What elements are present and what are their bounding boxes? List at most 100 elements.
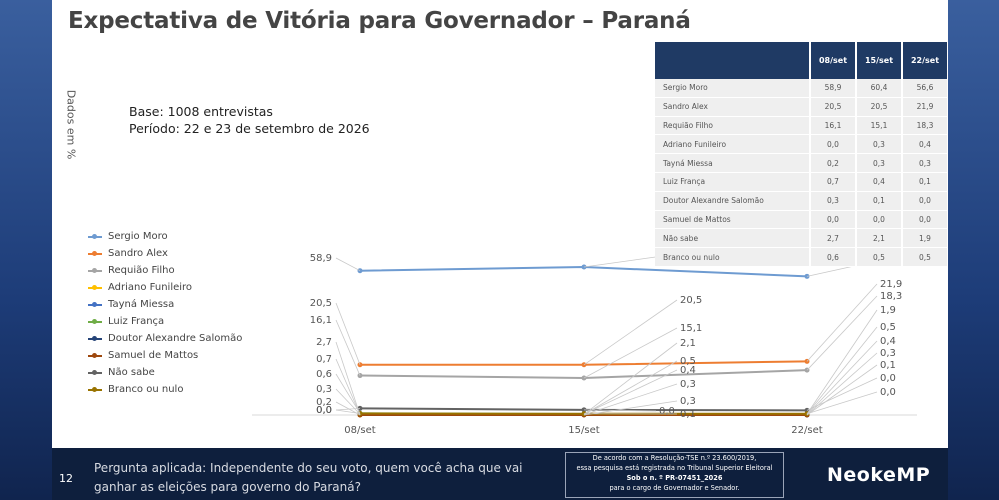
base-line: Base: 1008 entrevistas <box>129 104 273 119</box>
legend-label: Requião Filho <box>108 265 175 276</box>
data-label-leader <box>335 388 361 415</box>
data-label-leader <box>806 340 878 416</box>
legal-line: essa pesquisa está registrada no Tribuna… <box>576 464 773 472</box>
x-tick-label: 22/set <box>791 425 822 436</box>
legend-label: Doutor Alexandre Salomão <box>108 333 243 344</box>
table-row: Não sabe 2,7 2,1 1,9 <box>655 229 947 249</box>
legend-item: Não sabe <box>88 364 242 381</box>
data-label: 0,6 <box>316 369 332 380</box>
data-label: 0,7 <box>316 354 332 365</box>
table-row: Doutor Alexandre Salomão 0,3 0,1 0,0 <box>655 191 947 211</box>
table-cell-value: 20,5 <box>855 97 901 117</box>
table-cell-value: 16,1 <box>809 116 855 136</box>
data-label: 0,3 <box>316 384 332 395</box>
legend-item: Tayná Miessa <box>88 296 242 313</box>
legend-item: Samuel de Mattos <box>88 347 242 364</box>
table-cell-value: 0,4 <box>901 135 947 155</box>
background-right <box>947 0 999 500</box>
table-row: Adriano Funileiro 0,0 0,3 0,4 <box>655 135 947 155</box>
table-col-header: 15/set <box>855 42 901 79</box>
period-line: Período: 22 e 23 de setembro de 2026 <box>129 121 370 136</box>
data-label-leader <box>583 400 678 416</box>
table-cell-value: 58,9 <box>809 79 855 98</box>
table-cell-value: 60,4 <box>855 79 901 98</box>
legend-item: Doutor Alexandre Salomão <box>88 330 242 347</box>
data-label: 0,0 <box>316 405 332 416</box>
data-label: 0,5 <box>880 322 896 333</box>
table-cell-value: 0,1 <box>901 172 947 192</box>
legend-marker <box>88 335 102 341</box>
sample-info: Base: 1008 entrevistas Período: 22 e 23 … <box>129 103 370 137</box>
legal-line: para o cargo de Governador e Senador. <box>609 484 740 492</box>
data-label-leader <box>806 377 878 411</box>
table-col-header: 08/set <box>809 42 855 79</box>
legend-item: Sergio Moro <box>88 228 242 245</box>
data-label: 0,3 <box>680 396 696 407</box>
legend-item: Luiz França <box>88 313 242 330</box>
x-tick-label: 15/set <box>568 425 599 436</box>
line-chart: 08/set 15/set 22/set58,920,516,12,70,70,60… <box>252 249 917 436</box>
table-cell-value: 56,6 <box>901 79 947 98</box>
data-label-leader <box>583 409 657 412</box>
legend-marker <box>88 301 102 307</box>
table-row: Sandro Alex 20,5 20,5 21,9 <box>655 97 947 117</box>
data-label: 16,1 <box>310 315 332 326</box>
legend-marker <box>88 233 102 239</box>
data-label: 0,0 <box>880 373 896 384</box>
slide: Expectativa de Vitória para Governador –… <box>52 0 948 448</box>
legend-label: Sergio Moro <box>108 231 168 242</box>
background-left <box>0 0 52 500</box>
legend-marker <box>88 284 102 290</box>
table-cell-value: 0,0 <box>901 210 947 230</box>
legend-label: Branco ou nulo <box>108 384 184 395</box>
data-label-leader <box>806 364 878 416</box>
table-cell-value: 0,5 <box>901 248 947 267</box>
legend-marker <box>88 318 102 324</box>
table-cell-name: Sandro Alex <box>655 97 809 117</box>
table-corner <box>655 42 809 79</box>
data-label-leader <box>335 302 361 365</box>
table-header-row: 08/set 15/set 22/set <box>655 42 947 79</box>
data-label: 0,1 <box>680 409 696 420</box>
legend-marker <box>88 267 102 273</box>
data-label: 0,3 <box>880 348 896 359</box>
table-cell-value: 21,9 <box>901 97 947 117</box>
legend-item: Sandro Alex <box>88 245 242 262</box>
table-cell-name: Sergio Moro <box>655 79 809 98</box>
data-label-leader <box>583 383 678 416</box>
legend-label: Tayná Miessa <box>108 299 175 310</box>
data-label: 0,4 <box>880 336 896 347</box>
legend-item: Branco ou nulo <box>88 381 242 398</box>
data-label: 15,1 <box>680 323 702 334</box>
data-label-leader <box>583 342 678 415</box>
table-cell-value: 0,2 <box>809 154 855 173</box>
data-label: 2,7 <box>316 337 332 348</box>
table-cell-value: 2,1 <box>855 229 901 249</box>
table-cell-name: Não sabe <box>655 229 809 249</box>
legend-label: Sandro Alex <box>108 248 168 259</box>
legal-line: Sob o n. º PR-07451_2026 <box>626 474 723 482</box>
data-label-leader <box>335 341 361 416</box>
data-label-leader <box>806 283 878 362</box>
table-row: Luiz França 0,7 0,4 0,1 <box>655 172 947 192</box>
table-cell-value: 20,5 <box>809 97 855 117</box>
data-label: 20,5 <box>310 298 332 309</box>
table-cell-value: 0,7 <box>809 172 855 192</box>
data-label-leader <box>335 373 361 414</box>
data-label: 0,2 <box>316 397 332 408</box>
table-row: Sergio Moro 58,9 60,4 56,6 <box>655 79 947 98</box>
data-label-leader <box>806 391 878 415</box>
data-table: 08/set 15/set 22/set Sergio Moro 58,9 60,4… <box>655 42 947 267</box>
data-label: 2,1 <box>680 338 696 349</box>
data-label-leader <box>583 299 678 366</box>
table-cell-name: Branco ou nulo <box>655 248 809 267</box>
data-label-leader <box>583 369 678 415</box>
data-label: 0,5 <box>680 356 696 367</box>
table-cell-value: 2,7 <box>809 229 855 249</box>
page-number: 12 <box>59 472 73 485</box>
legal-registration-box: De acordo com a Resolução-TSE n.º 23.600… <box>565 452 784 498</box>
data-label-leader <box>806 295 878 371</box>
data-label-leader <box>335 358 361 415</box>
table-cell-value: 15,1 <box>855 116 901 136</box>
table-cell-value: 0,1 <box>855 191 901 211</box>
